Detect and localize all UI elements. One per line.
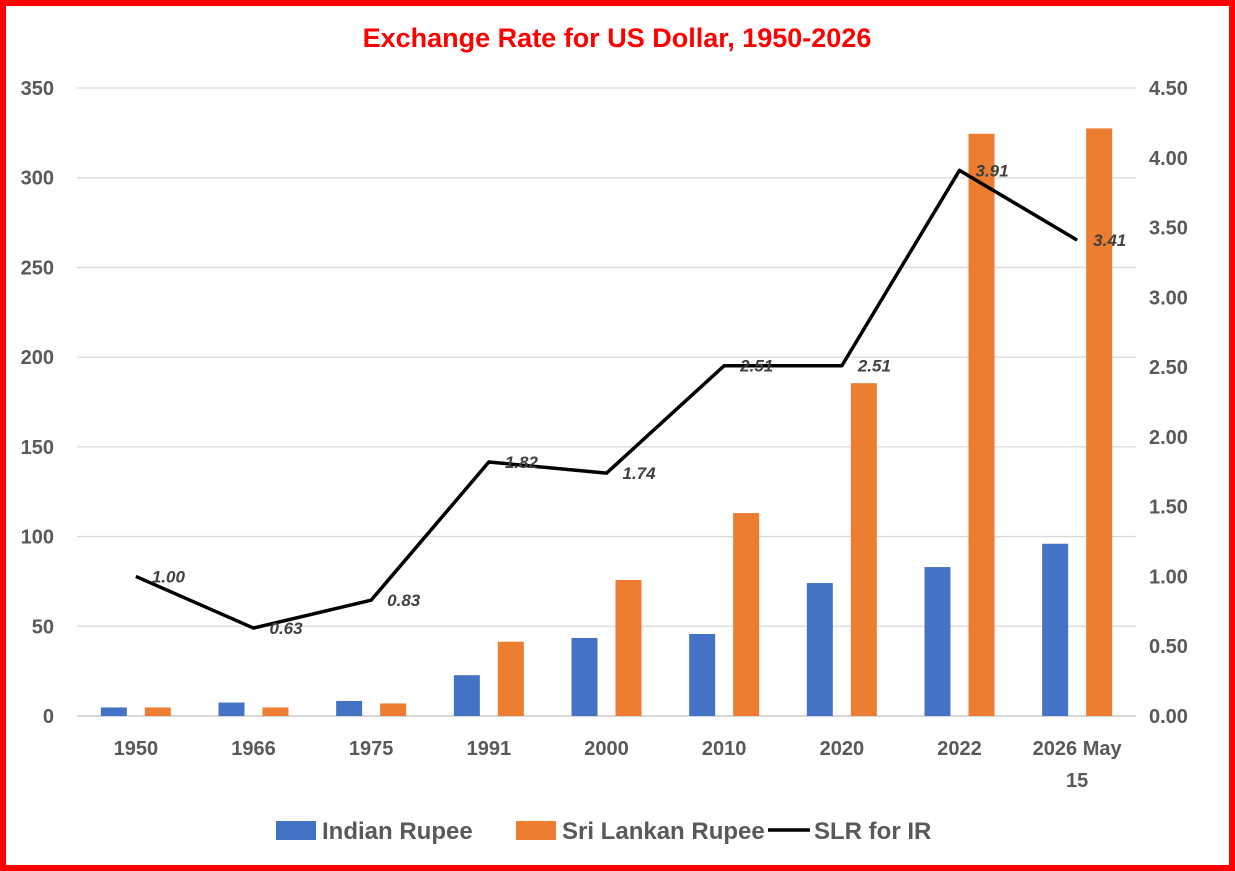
right-axis-tick-label: 2.50	[1149, 357, 1188, 379]
chart-title: Exchange Rate for US Dollar, 1950-2026	[363, 23, 872, 53]
x-axis-tick-label: 2026 May 15	[1033, 738, 1123, 792]
right-axis-tick-label: 3.50	[1149, 218, 1188, 240]
bar-indian-rupee	[100, 707, 127, 716]
left-axis-ticks: 0 50 100 150 200 250 300 350	[21, 78, 54, 728]
legend-label: Sri Lankan Rupee	[562, 818, 765, 845]
ratio-line	[135, 168, 1079, 630]
right-axis-tick-label: 4.50	[1149, 78, 1188, 100]
line-data-label: 1.74	[623, 464, 657, 483]
right-axis-ticks: 0.00 0.50 1.00 1.50 2.00 2.50 3.00 3.50 4.00 4.50	[1149, 78, 1188, 728]
line-slr-for-ir	[135, 168, 1079, 630]
line-data-label: 1.00	[152, 567, 186, 586]
left-axis-tick-label: 250	[21, 257, 54, 279]
bar-sri-lankan-rupee	[380, 703, 407, 716]
bars	[100, 128, 1113, 717]
x-axis-tick-label: 1950	[114, 738, 159, 760]
legend-label: SLR for IR	[814, 818, 931, 845]
bar-sri-lankan-rupee	[968, 133, 995, 717]
exchange-rate-chart: Exchange Rate for US Dollar, 1950-2026 1…	[21, 23, 1188, 845]
bar-sri-lankan-rupee	[262, 707, 289, 716]
left-axis-tick-label: 100	[21, 527, 54, 549]
line-data-label: 3.41	[1093, 231, 1126, 250]
left-axis-tick-label: 0	[43, 706, 54, 728]
bar-sri-lankan-rupee	[850, 383, 877, 716]
bar-indian-rupee	[806, 583, 833, 716]
bar-indian-rupee	[689, 634, 716, 716]
bar-indian-rupee	[336, 700, 363, 716]
right-axis-tick-label: 4.00	[1149, 148, 1188, 170]
right-axis-tick-label: 0.50	[1149, 636, 1188, 658]
legend-swatch	[516, 821, 556, 840]
x-axis-tick-label: 1966	[231, 738, 276, 760]
x-axis-ticks: 1950 1966 1975 1991 2000 2010 2020 2022 2026 May…	[114, 738, 1123, 792]
bar-sri-lankan-rupee	[615, 579, 642, 716]
line-data-label: 2.51	[857, 357, 891, 376]
legend-swatch	[276, 821, 316, 840]
left-axis-tick-label: 150	[21, 437, 54, 459]
bar-indian-rupee	[218, 702, 245, 716]
bar-sri-lankan-rupee	[497, 641, 524, 716]
right-axis-tick-label: 0.00	[1149, 706, 1188, 728]
bar-indian-rupee	[924, 567, 951, 716]
left-axis-tick-label: 50	[32, 616, 54, 638]
legend: Indian Rupee Sri Lankan Rupee SLR for IR	[276, 818, 931, 845]
x-axis-tick-label: 2020	[820, 738, 865, 760]
right-axis-tick-label: 3.00	[1149, 287, 1188, 309]
legend-item: Indian Rupee	[276, 818, 473, 845]
legend-item: SLR for IR	[768, 818, 931, 845]
line-data-label: 1.82	[505, 453, 539, 472]
right-axis-tick-label: 1.00	[1149, 566, 1188, 588]
left-axis-tick-label: 350	[21, 78, 54, 100]
right-axis-tick-label: 2.00	[1149, 427, 1188, 449]
line-data-label: 0.63	[270, 619, 304, 638]
bar-sri-lankan-rupee	[733, 513, 760, 716]
x-axis-tick-label: 2000	[584, 738, 629, 760]
x-axis-tick-label: 2022	[937, 738, 982, 760]
x-axis-tick-label: 1991	[467, 738, 512, 760]
line-data-label: 0.83	[387, 591, 421, 610]
x-axis-tick-label: 1975	[349, 738, 394, 760]
data-labels: 1.00 0.63 0.83 1.82 1.74 2.51 2.51 3.91 3.41	[152, 161, 1126, 638]
line-data-label: 2.51	[739, 357, 773, 376]
bar-sri-lankan-rupee	[1086, 128, 1113, 716]
bar-indian-rupee	[453, 675, 480, 716]
bar-sri-lankan-rupee	[144, 707, 171, 716]
bar-indian-rupee	[1042, 543, 1069, 716]
left-axis-tick-label: 300	[21, 168, 54, 190]
right-axis-tick-label: 1.50	[1149, 497, 1188, 519]
line-data-label: 3.91	[976, 161, 1009, 180]
x-axis-tick-label: 2010	[702, 738, 747, 760]
bar-indian-rupee	[571, 637, 598, 716]
legend-label: Indian Rupee	[322, 818, 473, 845]
left-axis-tick-label: 200	[21, 347, 54, 369]
legend-item: Sri Lankan Rupee	[516, 818, 765, 845]
